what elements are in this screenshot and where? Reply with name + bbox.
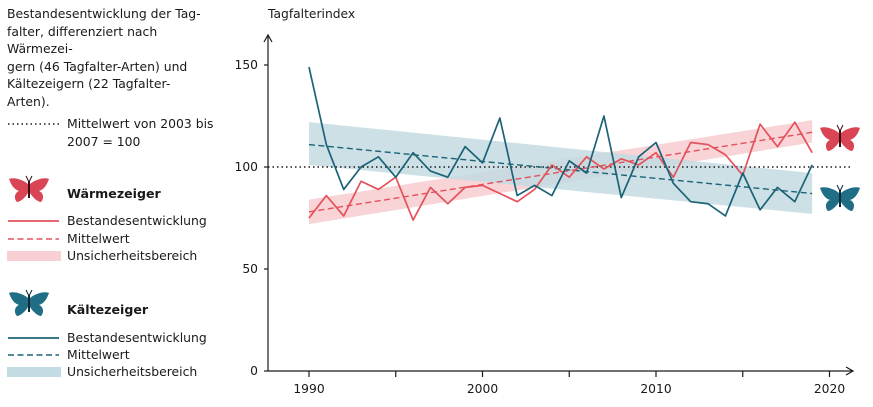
red-butterfly-icon xyxy=(820,124,860,151)
reference-legend-label: Mittelwert von 2003 bis 2007 = 100 xyxy=(67,116,214,149)
cold-legend-heading: Kältezeiger xyxy=(67,302,149,317)
x-tick-label: 2010 xyxy=(640,382,671,396)
warm-legend-item-3: Unsicherheitsbereich xyxy=(67,248,198,263)
warm-legend-item-1: Bestandesentwicklung xyxy=(67,213,207,228)
teal-butterfly-icon xyxy=(9,289,49,316)
y-tick-label: 100 xyxy=(235,160,258,174)
cold-mean-symbol xyxy=(8,354,59,356)
y-tick-label: 50 xyxy=(242,262,258,276)
warm-series-line xyxy=(308,121,813,221)
y-tick-label: 0 xyxy=(250,364,258,378)
cold-legend-item-1: Bestandesentwicklung xyxy=(67,330,207,345)
red-butterfly-icon xyxy=(9,175,49,202)
y-axis-label: Tagfalterindex xyxy=(267,7,355,21)
warm-legend-item-2: Mittelwert xyxy=(67,231,130,246)
x-axis-arrow xyxy=(845,366,855,376)
cold-legend-item-2: Mittelwert xyxy=(67,347,130,362)
cold-mean-trend-line xyxy=(308,143,813,195)
cold-legend-item-3: Unsicherheitsbereich xyxy=(67,364,198,379)
cold-line-symbol xyxy=(8,337,59,339)
x-tick-label: 1990 xyxy=(293,382,324,396)
warm-legend-heading: Wärmezeiger xyxy=(67,186,161,201)
y-tick-label: 150 xyxy=(235,58,258,72)
x-tick-label: 2000 xyxy=(467,382,498,396)
warm-mean-symbol xyxy=(8,238,59,240)
y-axis-arrow xyxy=(263,33,273,43)
x-tick-label: 2020 xyxy=(814,382,845,396)
warm-band-symbol xyxy=(7,251,61,261)
warm-line-symbol xyxy=(8,220,59,222)
teal-butterfly-icon xyxy=(820,184,860,211)
cold-series-line xyxy=(308,66,813,217)
legend: Bestandesentwicklung der Tag- falter, di… xyxy=(0,0,240,407)
chart-title: Bestandesentwicklung der Tag- falter, di… xyxy=(7,6,201,109)
cold-uncertainty-band xyxy=(309,122,813,214)
cold-band-symbol xyxy=(7,367,61,377)
